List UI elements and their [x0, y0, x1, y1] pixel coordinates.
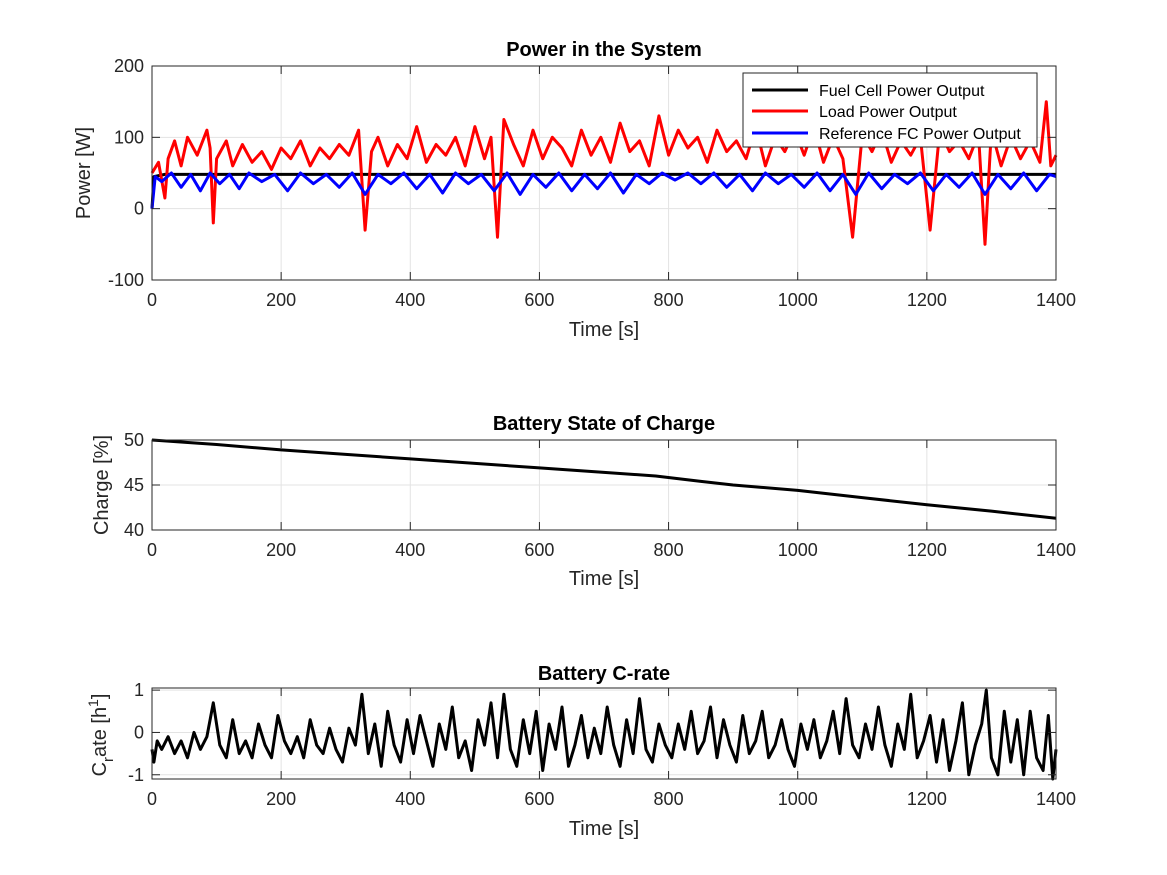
x-tick-label: 600	[524, 290, 554, 310]
x-tick-label: 0	[147, 290, 157, 310]
power-chart-axes-box	[151, 65, 1057, 281]
x-tick-label: 0	[147, 540, 157, 560]
soc-chart-ylabel: Charge [%]	[91, 435, 113, 535]
y-tick-label: 0	[134, 199, 144, 219]
legend-label-reference: Reference FC Power Output	[819, 126, 1021, 143]
soc-chart-title: Battery State of Charge	[493, 413, 715, 435]
crate-chart-title: Battery C-rate	[538, 663, 670, 685]
crate-ylabel-sup: 1	[85, 699, 101, 707]
crate-ylabel-main: C	[89, 762, 111, 776]
crate-chart: Battery C-rate 0 200 400 600 800 1000 1200 1400…	[85, 663, 1076, 840]
y-tick-label: -1	[128, 765, 144, 785]
series-line-1	[150, 100, 1058, 246]
crate-chart-series	[150, 688, 1058, 781]
series-line-2	[150, 171, 1057, 209]
x-tick-label: 0	[147, 789, 157, 809]
x-tick-label: 1000	[778, 540, 818, 560]
x-tick-label: 1400	[1036, 789, 1076, 809]
x-tick-label: 800	[654, 789, 684, 809]
x-tick-label: 800	[654, 540, 684, 560]
crate-ylabel-sub: r	[100, 757, 117, 762]
y-tick-label: 40	[124, 520, 144, 540]
x-tick-label: 600	[524, 789, 554, 809]
x-tick-label: 200	[266, 789, 296, 809]
power-chart-legend: Fuel Cell Power Output Load Power Output…	[742, 72, 1038, 148]
y-tick-label: 1	[134, 680, 144, 700]
series-line-0	[151, 438, 1057, 520]
x-tick-label: 1000	[778, 290, 818, 310]
x-tick-label: 800	[654, 290, 684, 310]
crate-ylabel-mid: ate [h	[89, 707, 111, 757]
x-tick-label: 400	[395, 540, 425, 560]
soc-chart: Battery State of Charge 0 200 400 600 800 100…	[91, 413, 1076, 590]
x-tick-label: 1400	[1036, 290, 1076, 310]
x-tick-label: 400	[395, 789, 425, 809]
y-tick-label: 50	[124, 430, 144, 450]
y-tick-label: 200	[114, 56, 144, 76]
soc-chart-ticks: 0 200 400 600 800 1000 1200 1400 40 45 50	[124, 430, 1076, 560]
crate-chart-ticks: 0 200 400 600 800 1000 1200 1400-101	[128, 680, 1076, 809]
power-chart-ylabel: Power [W]	[73, 127, 95, 219]
power-chart-xlabel: Time [s]	[569, 319, 639, 341]
crate-chart-xlabel: Time [s]	[569, 818, 639, 840]
crate-ylabel-end: ]	[89, 694, 111, 700]
series-line-0	[150, 688, 1058, 781]
legend-label-load: Load Power Output	[819, 104, 957, 121]
x-tick-label: 400	[395, 290, 425, 310]
soc-chart-xlabel: Time [s]	[569, 568, 639, 590]
x-tick-label: 1400	[1036, 540, 1076, 560]
x-tick-label: 600	[524, 540, 554, 560]
power-chart: Power in the System 0 200 400 600 800 1000 120…	[73, 39, 1076, 341]
x-tick-label: 1200	[907, 540, 947, 560]
y-tick-label: -100	[108, 270, 144, 290]
crate-chart-ylabel: Crate [h1]	[85, 694, 117, 777]
y-tick-label: 100	[114, 127, 144, 147]
x-tick-label: 200	[266, 540, 296, 560]
y-tick-label: 0	[134, 722, 144, 742]
x-tick-label: 1000	[778, 789, 818, 809]
crate-chart-axes-box	[151, 687, 1057, 780]
x-tick-label: 1200	[907, 290, 947, 310]
power-chart-series	[150, 100, 1058, 246]
x-tick-label: 200	[266, 290, 296, 310]
x-tick-label: 1200	[907, 789, 947, 809]
legend-label-fuel-cell: Fuel Cell Power Output	[819, 83, 985, 100]
power-chart-title: Power in the System	[506, 39, 702, 61]
soc-chart-series	[151, 438, 1057, 520]
y-tick-label: 45	[124, 475, 144, 495]
